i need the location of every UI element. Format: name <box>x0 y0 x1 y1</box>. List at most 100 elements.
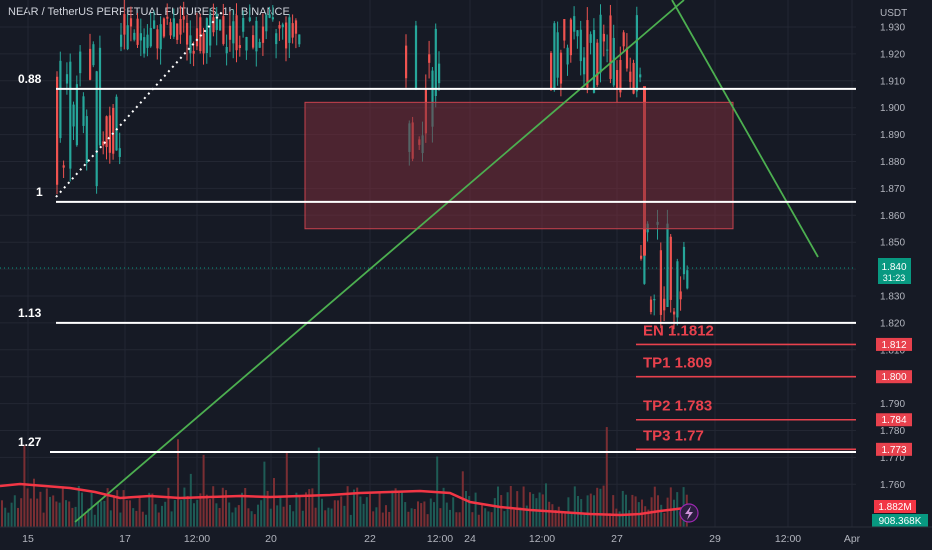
volume-bar <box>260 500 263 527</box>
volume-bar <box>308 489 311 527</box>
candle-body <box>195 28 199 47</box>
candle-body <box>265 15 268 32</box>
volume-bar <box>145 514 147 527</box>
current-price: 1.840 <box>881 262 906 273</box>
volume-bar <box>119 512 122 527</box>
descending-trendline[interactable] <box>671 0 819 258</box>
volume-bar <box>129 500 131 527</box>
time-axis[interactable]: 15 17 12:00 20 22 12:00 24 12:00 27 29 12:00 Apr <box>0 526 932 550</box>
volume-bar <box>551 504 554 527</box>
volume-bar <box>279 496 282 527</box>
time-label: 27 <box>611 533 623 545</box>
time-label: 20 <box>265 533 277 545</box>
volume-bar <box>135 510 138 527</box>
candle-body <box>189 35 192 54</box>
volume-bar <box>487 511 490 527</box>
volume-bar <box>71 507 74 527</box>
level-badge-value: 1.800 <box>881 372 906 383</box>
ascending-trendline[interactable] <box>74 0 685 523</box>
price-tick-label: 1.860 <box>880 211 905 222</box>
volume-bar <box>113 495 115 527</box>
candle-body <box>219 19 222 31</box>
volume-bar <box>503 511 506 527</box>
volume-bar <box>221 487 224 527</box>
volume-bar <box>237 505 240 527</box>
volume-bar <box>500 495 503 527</box>
candle-body <box>232 21 235 44</box>
volume-bar <box>545 483 547 527</box>
candle-body <box>120 34 123 47</box>
candle-body <box>649 299 653 312</box>
volume-bar <box>77 485 80 527</box>
volume-bar <box>7 512 10 527</box>
volume-bar <box>394 488 397 527</box>
volume-bar <box>372 511 375 527</box>
volume-bar <box>369 493 371 527</box>
candle-body <box>258 41 261 48</box>
volume-bar <box>87 508 90 527</box>
candle-body <box>159 24 162 50</box>
candle-body <box>616 70 619 89</box>
grid <box>0 0 856 527</box>
lightning-icon <box>685 506 693 520</box>
candle-body <box>245 37 248 51</box>
volume-bar <box>343 505 346 527</box>
chart-title: NEAR / TetherUS PERPETUAL FUTURES, 1h, B… <box>8 6 290 18</box>
candle-body <box>281 24 284 28</box>
candle-body <box>553 23 556 91</box>
volume-bar <box>218 508 221 527</box>
candle-body <box>602 33 605 42</box>
candle-body <box>82 96 85 126</box>
volume-bar <box>509 485 512 527</box>
candle-body <box>573 16 576 32</box>
volume-bar <box>209 499 211 527</box>
volume-bar <box>170 511 173 527</box>
volume-bar <box>17 507 19 527</box>
volume-bar <box>244 487 247 527</box>
fib-levels: 0.88 1 1.13 1.27 <box>18 72 856 454</box>
trade-level-label: TP1 1.809 <box>643 355 712 372</box>
candles <box>56 0 689 330</box>
volume-bar <box>535 498 538 527</box>
supply-zone[interactable] <box>304 101 734 230</box>
candle-body <box>566 47 569 65</box>
fib-label: 1.13 <box>18 306 42 320</box>
candle-body <box>169 22 172 36</box>
candle-body <box>72 104 75 127</box>
candle-body <box>85 116 88 163</box>
candle-body <box>643 248 646 284</box>
volume-bar <box>426 514 429 527</box>
candle-body <box>625 47 629 69</box>
volume-bar <box>241 492 243 527</box>
candle-body <box>639 74 642 78</box>
volume-bar <box>349 514 352 527</box>
candle-body <box>108 115 111 153</box>
price-tick-label: 1.920 <box>880 49 905 60</box>
volume-bar <box>666 497 669 527</box>
volume-bar <box>305 492 307 527</box>
volume-bar <box>561 511 563 527</box>
volume-bar <box>631 494 634 527</box>
volume-bar <box>55 501 58 527</box>
volume-bar <box>13 495 16 527</box>
volume-bar <box>378 492 381 527</box>
volume-bar <box>273 478 275 527</box>
volume-bar <box>311 488 314 527</box>
candle-body <box>659 250 662 315</box>
supply-zone-rect[interactable] <box>304 101 734 230</box>
time-label: 29 <box>709 533 721 545</box>
volume-bar <box>660 504 663 527</box>
replay-button[interactable] <box>679 503 699 523</box>
candle-body <box>235 15 238 51</box>
volume-bar <box>282 506 285 527</box>
candle-body <box>576 30 579 37</box>
price-axis[interactable]: USDT 1.930 1.920 1.910 1.900 1.890 1.880 1.870… <box>858 0 932 550</box>
candle-body <box>438 63 441 84</box>
candle-body <box>676 261 679 318</box>
volume-ma-badge <box>874 500 916 513</box>
volume-bar <box>81 492 83 527</box>
volume-bar <box>653 486 656 527</box>
volume-bar <box>669 487 672 527</box>
volume-bar <box>157 512 160 527</box>
